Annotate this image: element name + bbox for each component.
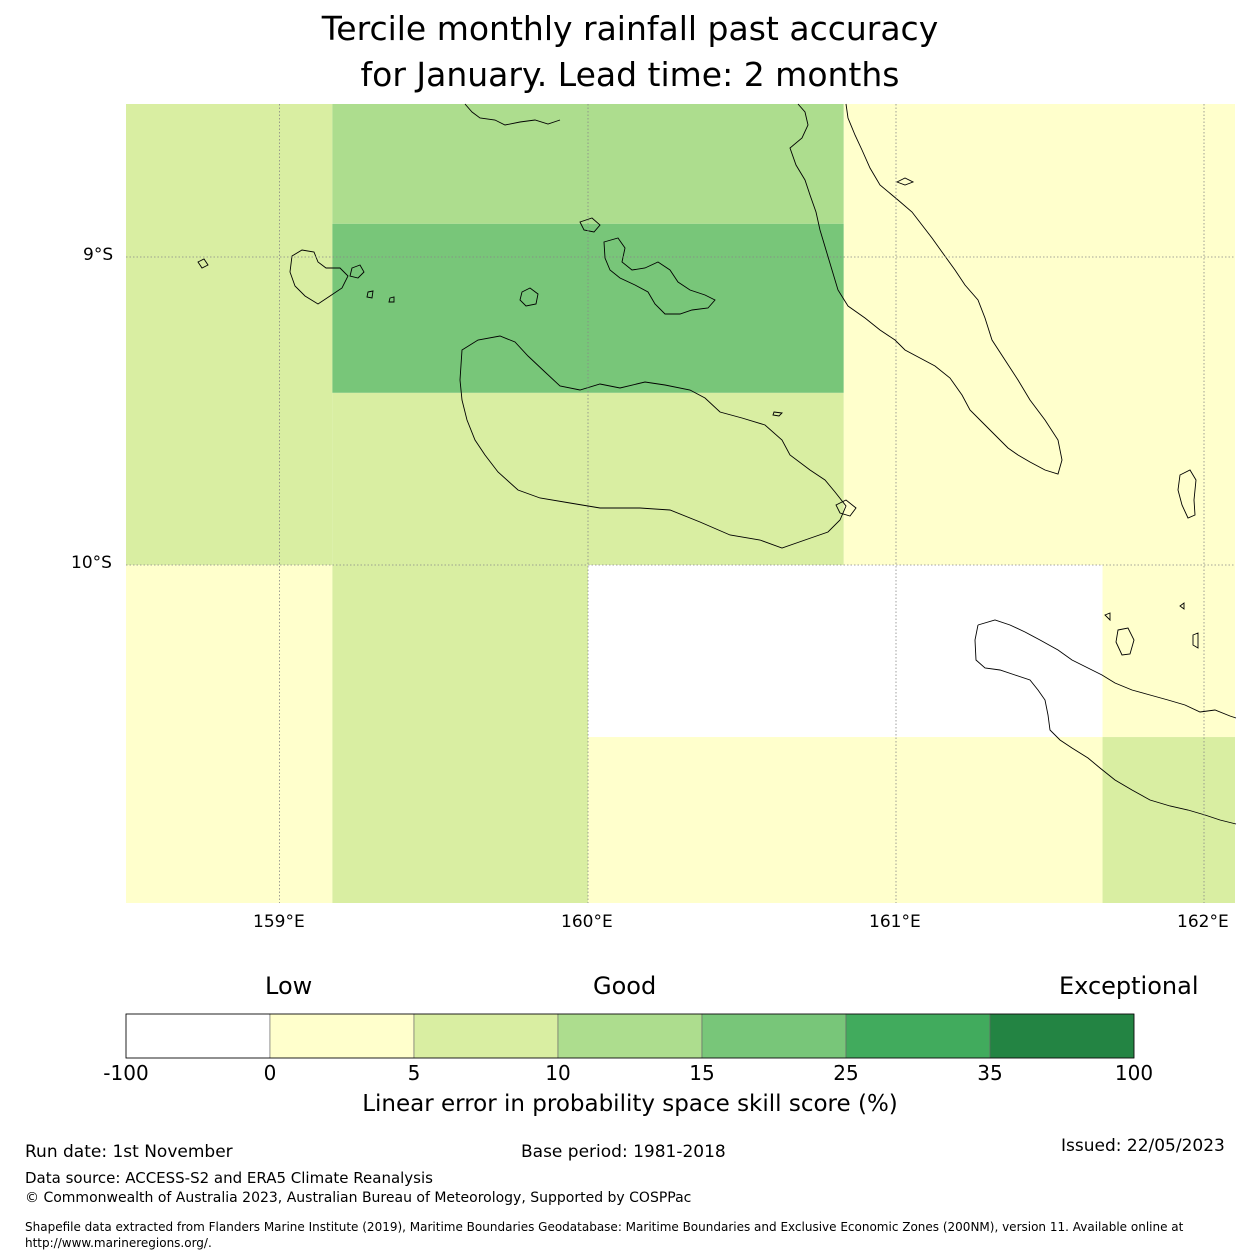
colorbar-tick-3: 10 bbox=[545, 1061, 571, 1085]
coastline bbox=[197, 103, 1237, 825]
skill-cell-10 bbox=[1102, 737, 1235, 903]
colorbar-tick-7: 100 bbox=[1114, 1061, 1154, 1085]
skill-cell-0 bbox=[126, 104, 333, 565]
lon-label-161e: 161°E bbox=[869, 912, 921, 932]
colorbar-title: Linear error in probability space skill … bbox=[362, 1091, 898, 1117]
skill-cell-8 bbox=[1102, 564, 1235, 738]
lon-label-160e: 160°E bbox=[561, 912, 613, 932]
base-period: Base period: 1981-2018 bbox=[521, 1142, 726, 1162]
lon-label-159e: 159°E bbox=[253, 912, 305, 932]
skill-cell-5 bbox=[126, 564, 333, 903]
colorbar-tick-2: 5 bbox=[407, 1061, 421, 1085]
skill-cell-4 bbox=[843, 104, 1235, 565]
colorbar-exceptional-label: Exceptional bbox=[1059, 972, 1199, 1000]
gridlines bbox=[126, 104, 1235, 903]
lat-label-10s: 10°S bbox=[71, 553, 112, 573]
run-date: Run date: 1st November bbox=[25, 1142, 233, 1162]
colorbar-good-label: Good bbox=[593, 972, 657, 1000]
skill-cell-6 bbox=[332, 564, 589, 903]
issued-date: Issued: 22/05/2023 bbox=[1061, 1136, 1225, 1156]
copyright: © Commonwealth of Australia 2023, Austra… bbox=[25, 1190, 692, 1206]
lat-label-9s: 9°S bbox=[83, 245, 114, 265]
skill-cells bbox=[126, 104, 1235, 903]
chart-title: Tercile monthly rainfall past accuracy f… bbox=[0, 6, 1260, 98]
data-source: Data source: ACCESS-S2 and ERA5 Climate … bbox=[25, 1169, 433, 1187]
title-line-2: for January. Lead time: 2 months bbox=[360, 55, 900, 95]
colorbar-tick-0: -100 bbox=[103, 1061, 149, 1085]
skill-cell-7 bbox=[588, 564, 1103, 738]
colorbar-tick-5: 25 bbox=[833, 1061, 859, 1085]
colorbar-tick-6: 35 bbox=[977, 1061, 1003, 1085]
colorbar-tick-4: 15 bbox=[689, 1061, 715, 1085]
shapefile-credit: Shapefile data extracted from Flanders M… bbox=[25, 1220, 1184, 1250]
skill-cell-9 bbox=[588, 737, 1103, 903]
colorbar-tick-1: 0 bbox=[263, 1061, 277, 1085]
lon-label-162e: 162°E bbox=[1177, 912, 1229, 932]
colorbar-low-label: Low bbox=[265, 972, 313, 1000]
title-line-1: Tercile monthly rainfall past accuracy bbox=[321, 9, 939, 48]
